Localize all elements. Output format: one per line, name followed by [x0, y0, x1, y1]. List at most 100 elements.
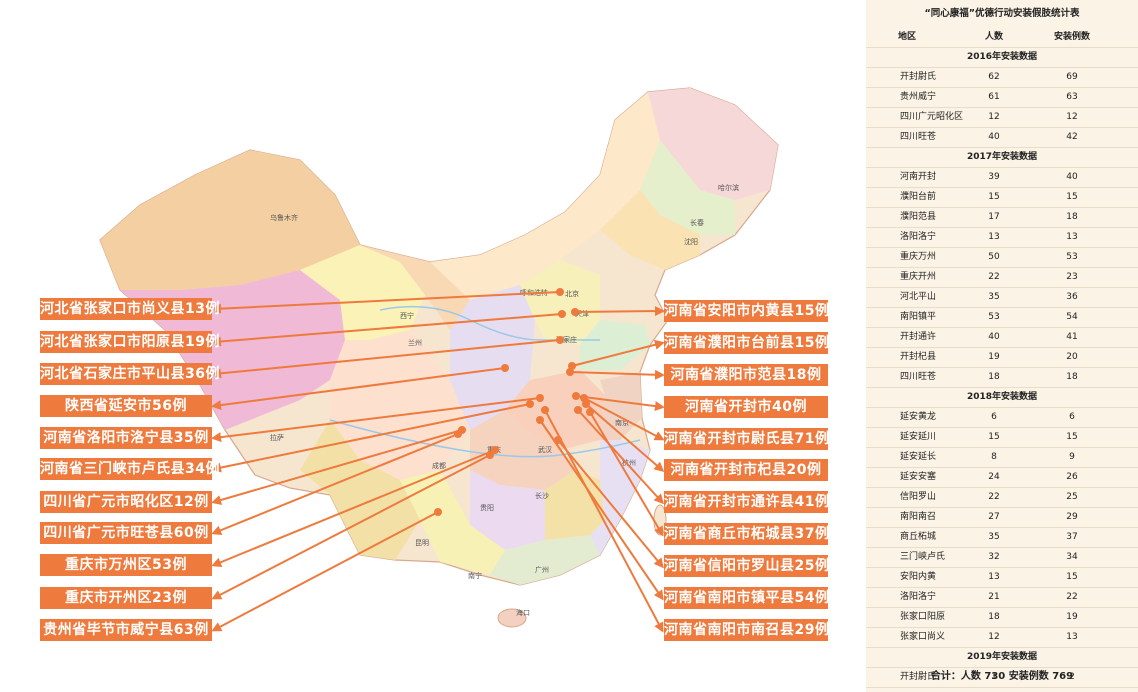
stats-cell-people: 19 — [988, 352, 1000, 362]
stats-row: 南阳南召 27 29 — [866, 508, 1138, 528]
stats-cell-region: 四川旺苍 — [900, 372, 937, 382]
stats-row: 洛阳洛宁 21 22 — [866, 588, 1138, 608]
region-xinjiang — [100, 150, 360, 290]
stats-row: 延安黄龙 6 6 — [866, 408, 1138, 428]
stats-cell-people: 8 — [991, 452, 997, 462]
region-liaoning — [600, 190, 700, 270]
map-city-label: 武汉 — [538, 445, 552, 454]
stats-cell-people: 22 — [988, 492, 1000, 502]
stats-cell-people: 13 — [988, 232, 1000, 242]
stats-cell-region: 延安延川 — [900, 432, 937, 442]
stats-cell-installs: 37 — [1066, 532, 1078, 542]
location-dot — [434, 508, 442, 516]
stats-row: 开封杞县 19 20 — [866, 348, 1138, 368]
stats-cell-region: 濮阳台前 — [900, 192, 937, 202]
stats-cell-installs: 18 — [1066, 372, 1078, 382]
stats-cell-people: 21 — [988, 592, 1000, 602]
stats-row: 安阳内黄 13 15 — [866, 568, 1138, 588]
stats-row: 濮阳范县 17 18 — [866, 208, 1138, 228]
stats-cell-installs: 2 — [1069, 672, 1075, 682]
stats-table-body: 2016年安装数据 开封尉氏 62 69 贵州威宁 61 63 四川广元昭化区 12 12 四川旺苍… — [866, 48, 1138, 688]
left-label-4: 陕西省延安市56例 — [40, 395, 212, 417]
stats-cell-region: 四川广元昭化区 — [900, 112, 964, 122]
stats-cell-installs: 13 — [1066, 632, 1078, 642]
map-city-label: 西宁 — [400, 311, 414, 320]
right-label-2: 河南省濮阳市台前县15例 — [664, 332, 829, 354]
arrow-lines — [211, 291, 665, 633]
stats-cell-region: 洛阳洛宁 — [900, 232, 937, 242]
stats-cell-installs: 40 — [1066, 172, 1078, 182]
region-hebei — [520, 260, 600, 345]
location-dot — [541, 406, 549, 414]
yellow-river — [379, 305, 600, 341]
stats-row: 三门峡卢氏 32 34 — [866, 548, 1138, 568]
stats-row: 河北平山 35 36 — [866, 288, 1138, 308]
arrow-line — [211, 449, 496, 567]
location-dot — [556, 288, 564, 296]
stats-row: 开封尉氏 1 2 — [866, 668, 1138, 688]
stats-cell-installs: 69 — [1066, 72, 1078, 82]
stats-cell-installs: 12 — [1066, 112, 1078, 122]
stats-cell-region: 延安延长 — [900, 452, 937, 462]
right-label-7: 河南省开封市通许县41例 — [664, 491, 829, 513]
stats-row: 商丘柘城 35 37 — [866, 528, 1138, 548]
stats-cell-installs: 9 — [1069, 452, 1075, 462]
map-city-label: 南宁 — [468, 571, 482, 580]
stats-cell-installs: 18 — [1066, 212, 1078, 222]
region-yunnan — [300, 420, 420, 560]
stats-cell-region: 重庆开州 — [900, 272, 937, 282]
stats-cell-installs: 26 — [1066, 472, 1078, 482]
left-label-3: 河北省石家庄市平山县36例 — [40, 363, 219, 385]
location-dots — [434, 288, 594, 516]
left-label-1: 河北省张家口市尚义县13例 — [40, 298, 219, 320]
arrow-line — [211, 313, 563, 347]
stats-row: 延安延川 15 15 — [866, 428, 1138, 448]
right-label-8: 河南省商丘市柘城县37例 — [664, 523, 829, 545]
stats-cell-region: 安阳内黄 — [900, 572, 937, 582]
stats-row: 延安安塞 24 26 — [866, 468, 1138, 488]
stats-cell-region: 洛阳洛宁 — [900, 592, 937, 602]
map-city-label: 杭州 — [622, 458, 636, 467]
map-city-label: 兰州 — [408, 338, 422, 347]
stats-row: 张家口阳原 18 19 — [866, 608, 1138, 628]
stats-cell-region: 张家口阳原 — [900, 612, 946, 622]
stats-cell-installs: 63 — [1066, 92, 1078, 102]
left-label-8: 四川省广元市旺苍县60例 — [40, 522, 212, 544]
stats-cell-people: 40 — [988, 332, 1000, 342]
stats-cell-region: 河北平山 — [900, 292, 937, 302]
stats-cell-installs: 22 — [1066, 592, 1078, 602]
map-city-label: 海口 — [516, 608, 530, 617]
right-label-4: 河南省开封市40例 — [664, 396, 828, 418]
right-label-6: 河南省开封市杞县20例 — [664, 459, 828, 481]
left-label-2: 河北省张家口市阳原县19例 — [40, 331, 219, 353]
stats-table-panel: “同心康福”优德行动安装假肢统计表 地区 人数 安装例数 2016年安装数据 开封… — [866, 0, 1138, 692]
arrow-line — [211, 429, 463, 505]
region-jiangxi — [545, 470, 605, 540]
stats-cell-people: 27 — [988, 512, 1000, 522]
stats-cell-installs: 54 — [1066, 312, 1078, 322]
stats-cell-installs: 15 — [1066, 192, 1078, 202]
arrow-line — [211, 511, 439, 632]
stats-cell-installs: 15 — [1066, 432, 1078, 442]
region-heilongjiang — [648, 88, 778, 200]
location-dot — [558, 310, 566, 318]
stats-cell-region: 四川旺苍 — [900, 132, 937, 142]
arrow-line — [577, 409, 665, 505]
stats-section-title: 2017年安装数据 — [866, 148, 1138, 168]
stats-cell-region: 开封尉氏 — [900, 72, 937, 82]
stats-cell-region: 贵州威宁 — [900, 92, 937, 102]
right-label-11: 河南省南阳市南召县29例 — [664, 619, 829, 641]
left-label-9: 重庆市万州区53例 — [40, 554, 212, 576]
location-dot — [501, 364, 509, 372]
arrow-line — [575, 395, 665, 412]
map-city-label: 贵阳 — [480, 503, 494, 512]
map-city-label: 长沙 — [535, 491, 549, 500]
stats-row: 濮阳台前 15 15 — [866, 188, 1138, 208]
stats-cell-installs: 41 — [1066, 332, 1078, 342]
arrow-line — [583, 397, 665, 441]
stats-cell-people: 15 — [988, 192, 1000, 202]
stats-cell-people: 35 — [988, 292, 1000, 302]
stats-cell-people: 17 — [988, 212, 1000, 222]
stats-row: 开封尉氏 62 69 — [866, 68, 1138, 88]
location-dot — [491, 446, 499, 454]
